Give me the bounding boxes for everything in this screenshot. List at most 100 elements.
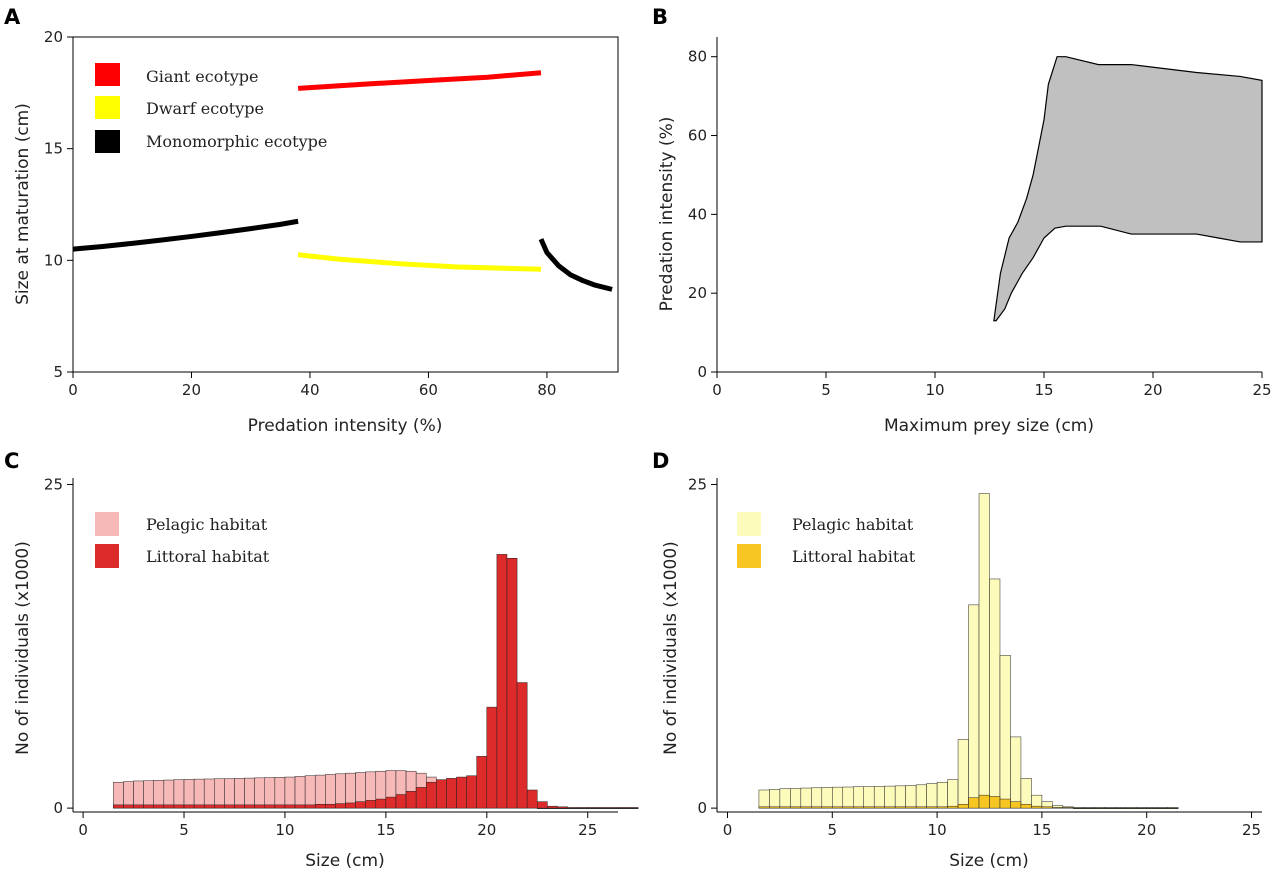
monomorphic-ecotype-line [538, 238, 613, 292]
panel-d-littoral-bar [1104, 807, 1116, 809]
panel-d-littoral-bar [1146, 807, 1158, 809]
panel-c-littoral-bar [355, 801, 366, 809]
panel-c-x-tick-label: 5 [179, 821, 189, 839]
panel-d-pelagic-bar [957, 739, 969, 809]
panel-b-x-tick-label: 15 [1034, 381, 1053, 399]
panel-c-littoral-bar [506, 558, 518, 809]
panel-d-littoral-bar [978, 794, 990, 809]
panel-d-pelagic-bar [779, 788, 791, 809]
panel-d-x-tick-label: 20 [1137, 821, 1156, 839]
panel-a-y-tick-label: 20 [44, 28, 63, 46]
panel-a-x-tick-label: 40 [300, 381, 319, 399]
legend-label-pelagic-d: Pelagic habitat [792, 515, 914, 534]
panel-d-pelagic-bar [926, 783, 938, 809]
panel-d-littoral-bar [1083, 807, 1095, 809]
panel-c-littoral-bar [385, 796, 397, 809]
panel-d-pelagic-bar [978, 493, 990, 809]
legend-swatch-dwarf [95, 96, 120, 119]
panel-c-pelagic-bar [113, 781, 124, 809]
panel-c-littoral-bar [486, 706, 498, 809]
panel-c-littoral-bar [203, 804, 215, 809]
panel-c-littoral-bar [516, 682, 528, 809]
panel-c-littoral-bar [234, 804, 245, 809]
panel-d-littoral-bar [1020, 803, 1032, 809]
legend-swatch-giant [95, 63, 120, 86]
panel-c-littoral-bar [425, 781, 437, 809]
panel-c-pelagic-bar [163, 779, 175, 809]
panel-b-content: 0 5 10 15 20 25 0 20 40 60 80 [688, 48, 1272, 399]
panel-c-littoral-bar [335, 803, 346, 809]
panel-c-littoral-bar [395, 794, 407, 809]
panel-d-y-tick-label: 25 [688, 475, 707, 493]
dwarf-ecotype-line [297, 252, 542, 272]
panel-d-pelagic-bar [821, 787, 833, 809]
panel-d-pelagic-bar [790, 788, 802, 809]
panel-b-x-tick-label: 20 [1143, 381, 1162, 399]
panel-a-xlabel: Predation intensity (%) [248, 416, 443, 436]
panel-c-littoral-bar [577, 807, 588, 809]
legend-label-littoral-c: Littoral habitat [146, 547, 270, 566]
panel-letter-b: B [652, 5, 668, 29]
panel-b-y-tick-label: 40 [688, 205, 707, 223]
panel-d-littoral-bar [853, 806, 864, 809]
panel-b-y-tick-label: 60 [688, 127, 707, 145]
panel-d-littoral-bar [915, 806, 927, 809]
panel-d-xlabel: Size (cm) [949, 851, 1028, 871]
panel-c-littoral-bar [537, 801, 548, 809]
panel-d-pelagic-bar [873, 786, 885, 809]
panel-d: D 0 5 10 15 20 25 0 25 Size (cm) No of individu… [652, 449, 1262, 871]
legend-swatch-monomorphic [95, 130, 120, 153]
panel-d-legend: Pelagic habitat Littoral habitat [737, 512, 916, 568]
panel-c-littoral-bar [214, 804, 225, 809]
panel-c-littoral-bar [153, 804, 165, 809]
panel-a: A 0 20 40 60 80 5 10 15 20 Predation intensity (… [4, 5, 619, 436]
panel-c-littoral-bar [476, 756, 488, 809]
panel-c-littoral-bar [375, 798, 387, 809]
panel-d-littoral-bar [1094, 807, 1106, 809]
panel-letter-a: A [4, 5, 21, 29]
panel-b-ylabel: Predation intensity (%) [657, 117, 677, 312]
panel-a-legend: Giant ecotype Dwarf ecotype Monomorphic … [95, 63, 327, 153]
panel-c-littoral-bar [244, 804, 255, 809]
panel-d-littoral-bar [968, 797, 980, 809]
panel-c-littoral-bar [365, 800, 377, 809]
panel-c-x-tick-label: 0 [78, 821, 88, 839]
panel-a-y-tick-label: 5 [53, 363, 63, 381]
panel-c-pelagic-bar [264, 777, 276, 809]
panel-d-content: 0 5 10 15 20 25 0 25 [688, 475, 1261, 839]
panel-c-x-tick-label: 15 [376, 821, 395, 839]
panel-d-pelagic-bar [863, 786, 875, 809]
panel-c-pelagic-bar [153, 780, 165, 809]
panel-d-littoral-bar [1073, 807, 1085, 809]
panel-c-littoral-bar [294, 804, 306, 809]
legend-swatch-pelagic-d [737, 512, 761, 536]
panel-c-pelagic-bar [335, 773, 346, 809]
panel-d-pelagic-bar [915, 784, 927, 809]
panel-c-x-tick-label: 25 [578, 821, 597, 839]
panel-b-y-tick-label: 0 [697, 363, 707, 381]
panel-c-littoral-bar [557, 806, 568, 809]
panel-c-x-tick-label: 20 [477, 821, 496, 839]
panel-d-littoral-bar [894, 806, 906, 809]
panel-d-littoral-bar [769, 806, 781, 809]
panel-d-ylabel: No of individuals (x1000) [661, 541, 681, 755]
panel-letter-d: D [652, 449, 669, 473]
panel-c-littoral-bar [345, 802, 356, 809]
panel-c-littoral-bar [183, 804, 195, 809]
panel-c-pelagic-bar [284, 776, 296, 809]
panel-b: B 0 5 10 15 20 25 0 20 40 60 80 Maximum prey size … [652, 5, 1272, 436]
panel-a-x-tick-label: 0 [68, 381, 78, 399]
panel-c-pelagic-bar [234, 778, 245, 809]
panel-c-littoral-bar [193, 804, 205, 809]
panel-c-littoral-bar [587, 807, 599, 809]
panel-c-littoral-bar [617, 807, 629, 809]
panel-d-littoral-bar [947, 805, 959, 809]
panel-c-pelagic-bar [193, 778, 205, 809]
panel-c-pelagic-bar [254, 777, 266, 809]
panel-d-littoral-bar [790, 806, 802, 809]
panel-d-pelagic-bar [936, 781, 948, 809]
panel-c-littoral-bar [163, 804, 175, 809]
panel-c-littoral-bar [325, 803, 336, 809]
panel-c-littoral-bar [133, 804, 144, 809]
